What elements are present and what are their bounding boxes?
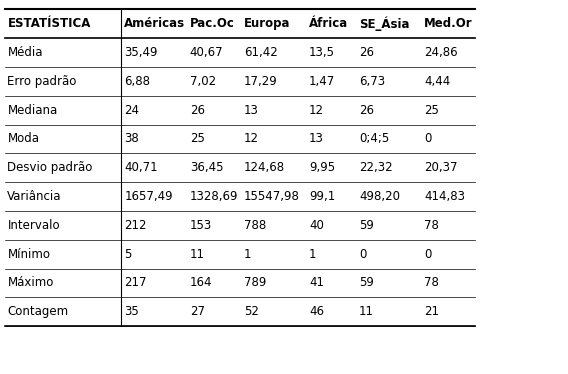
- Text: Med.Or: Med.Or: [424, 17, 473, 30]
- Text: Contagem: Contagem: [7, 305, 69, 318]
- Text: 25: 25: [424, 104, 439, 117]
- Text: 21: 21: [424, 305, 439, 318]
- Text: 11: 11: [190, 248, 204, 261]
- Text: 13: 13: [309, 132, 324, 145]
- Text: 7,02: 7,02: [190, 75, 216, 88]
- Text: 6,88: 6,88: [124, 75, 151, 88]
- Text: 0: 0: [359, 248, 366, 261]
- Text: 6,73: 6,73: [359, 75, 385, 88]
- Text: 27: 27: [190, 305, 204, 318]
- Text: 9,95: 9,95: [309, 161, 335, 174]
- Text: 153: 153: [190, 219, 212, 232]
- Text: 12: 12: [244, 132, 258, 145]
- Text: Variância: Variância: [7, 190, 62, 203]
- Text: 26: 26: [359, 46, 374, 59]
- Text: 164: 164: [190, 276, 212, 289]
- Text: Pac.Oc: Pac.Oc: [190, 17, 235, 30]
- Text: Intervalo: Intervalo: [7, 219, 60, 232]
- Text: 35,49: 35,49: [124, 46, 158, 59]
- Text: 26: 26: [359, 104, 374, 117]
- Text: 414,83: 414,83: [424, 190, 465, 203]
- Text: Moda: Moda: [7, 132, 39, 145]
- Text: 36,45: 36,45: [190, 161, 223, 174]
- Text: 78: 78: [424, 219, 439, 232]
- Text: Média: Média: [7, 46, 43, 59]
- Text: 59: 59: [359, 276, 374, 289]
- Text: 212: 212: [124, 219, 147, 232]
- Text: ESTATÍSTICA: ESTATÍSTICA: [7, 17, 91, 30]
- Text: 99,1: 99,1: [309, 190, 335, 203]
- Text: SE_Ásia: SE_Ásia: [359, 16, 410, 31]
- Text: 124,68: 124,68: [244, 161, 285, 174]
- Text: Desvio padrão: Desvio padrão: [7, 161, 93, 174]
- Text: 498,20: 498,20: [359, 190, 400, 203]
- Text: 0;4;5: 0;4;5: [359, 132, 389, 145]
- Text: 12: 12: [309, 104, 324, 117]
- Text: 1657,49: 1657,49: [124, 190, 173, 203]
- Text: Américas: Américas: [124, 17, 186, 30]
- Text: 0: 0: [424, 132, 432, 145]
- Text: Erro padrão: Erro padrão: [7, 75, 77, 88]
- Text: 25: 25: [190, 132, 204, 145]
- Text: 1328,69: 1328,69: [190, 190, 238, 203]
- Text: 217: 217: [124, 276, 147, 289]
- Text: 26: 26: [190, 104, 204, 117]
- Text: Mínimo: Mínimo: [7, 248, 51, 261]
- Text: 5: 5: [124, 248, 132, 261]
- Text: 1: 1: [244, 248, 251, 261]
- Text: 15547,98: 15547,98: [244, 190, 299, 203]
- Text: 788: 788: [244, 219, 266, 232]
- Text: 789: 789: [244, 276, 266, 289]
- Text: Europa: Europa: [244, 17, 290, 30]
- Text: África: África: [309, 17, 348, 30]
- Text: 11: 11: [359, 305, 374, 318]
- Text: 13,5: 13,5: [309, 46, 335, 59]
- Text: 38: 38: [124, 132, 139, 145]
- Text: 40: 40: [309, 219, 324, 232]
- Text: 61,42: 61,42: [244, 46, 277, 59]
- Text: Máximo: Máximo: [7, 276, 54, 289]
- Text: 46: 46: [309, 305, 324, 318]
- Text: 41: 41: [309, 276, 324, 289]
- Text: 40,71: 40,71: [124, 161, 158, 174]
- Text: 59: 59: [359, 219, 374, 232]
- Text: 52: 52: [244, 305, 258, 318]
- Text: 13: 13: [244, 104, 258, 117]
- Text: 40,67: 40,67: [190, 46, 223, 59]
- Text: 22,32: 22,32: [359, 161, 392, 174]
- Text: 78: 78: [424, 276, 439, 289]
- Text: 24: 24: [124, 104, 139, 117]
- Text: Mediana: Mediana: [7, 104, 57, 117]
- Text: 24,86: 24,86: [424, 46, 458, 59]
- Text: 17,29: 17,29: [244, 75, 277, 88]
- Text: 20,37: 20,37: [424, 161, 458, 174]
- Text: 1: 1: [309, 248, 316, 261]
- Text: 0: 0: [424, 248, 432, 261]
- Text: 4,44: 4,44: [424, 75, 450, 88]
- Text: 35: 35: [124, 305, 139, 318]
- Text: 1,47: 1,47: [309, 75, 335, 88]
